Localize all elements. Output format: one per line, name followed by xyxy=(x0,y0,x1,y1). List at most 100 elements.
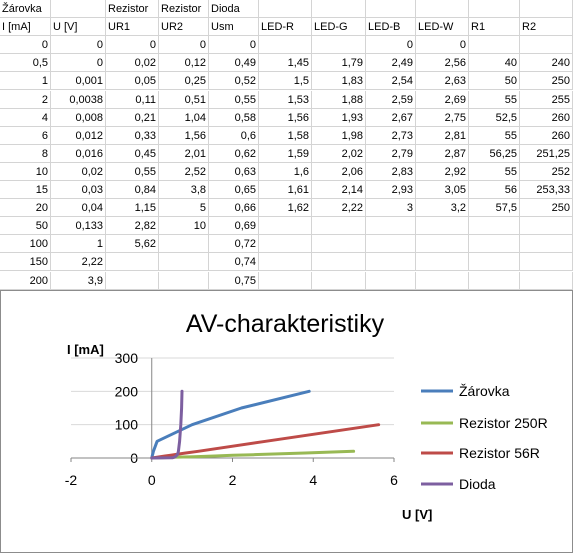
table-cell[interactable]: 250 xyxy=(520,72,573,91)
table-cell[interactable]: 1,98 xyxy=(312,126,366,145)
table-cell[interactable]: 150 xyxy=(0,253,51,272)
table-cell[interactable]: 2,22 xyxy=(51,253,106,272)
table-cell[interactable] xyxy=(159,235,209,254)
table-cell[interactable]: 5 xyxy=(159,199,209,218)
table-cell[interactable]: 0,12 xyxy=(159,54,209,73)
table-cell[interactable]: 0,33 xyxy=(106,126,159,145)
table-cell[interactable]: 2,56 xyxy=(416,54,469,73)
table-cell[interactable] xyxy=(312,36,366,55)
table-cell[interactable]: 0,55 xyxy=(209,90,259,109)
table-cell[interactable] xyxy=(259,36,312,55)
table-cell[interactable] xyxy=(159,253,209,272)
table-cell[interactable]: 0,72 xyxy=(209,235,259,254)
table-cell[interactable]: 0 xyxy=(106,36,159,55)
table-cell[interactable]: 252 xyxy=(520,162,573,181)
header-cell[interactable] xyxy=(520,0,573,19)
header-cell[interactable]: UR2 xyxy=(159,18,209,37)
table-cell[interactable]: 2,02 xyxy=(312,144,366,163)
table-cell[interactable] xyxy=(469,36,520,55)
table-cell[interactable]: 240 xyxy=(520,54,573,73)
table-cell[interactable]: 0,62 xyxy=(209,144,259,163)
table-cell[interactable] xyxy=(366,235,416,254)
table-cell[interactable] xyxy=(366,271,416,290)
table-cell[interactable]: 1,59 xyxy=(259,144,312,163)
table-cell[interactable] xyxy=(106,271,159,290)
table-cell[interactable]: 0,5 xyxy=(0,54,51,73)
table-cell[interactable]: 0,04 xyxy=(51,199,106,218)
table-cell[interactable]: 0,6 xyxy=(209,126,259,145)
table-cell[interactable]: 1,6 xyxy=(259,162,312,181)
table-cell[interactable]: 1,93 xyxy=(312,108,366,127)
table-cell[interactable]: 0,65 xyxy=(209,181,259,200)
table-cell[interactable]: 1,62 xyxy=(259,199,312,218)
table-cell[interactable]: 0,001 xyxy=(51,72,106,91)
table-cell[interactable] xyxy=(312,271,366,290)
table-cell[interactable] xyxy=(416,217,469,236)
table-cell[interactable] xyxy=(416,253,469,272)
header-cell[interactable]: Usm xyxy=(209,18,259,37)
table-cell[interactable]: 2,06 xyxy=(312,162,366,181)
table-cell[interactable]: 0,21 xyxy=(106,108,159,127)
table-cell[interactable]: 0,63 xyxy=(209,162,259,181)
table-cell[interactable]: 250 xyxy=(520,199,573,218)
table-cell[interactable] xyxy=(416,271,469,290)
table-cell[interactable] xyxy=(520,217,573,236)
table-cell[interactable] xyxy=(259,235,312,254)
table-cell[interactable] xyxy=(520,235,573,254)
table-cell[interactable]: 1,58 xyxy=(259,126,312,145)
header-cell[interactable]: LED-W xyxy=(416,18,469,37)
table-cell[interactable] xyxy=(469,253,520,272)
header-cell[interactable]: U [V] xyxy=(51,18,106,37)
table-cell[interactable]: 2,14 xyxy=(312,181,366,200)
table-cell[interactable]: 2,63 xyxy=(416,72,469,91)
table-cell[interactable]: 0 xyxy=(51,54,106,73)
table-cell[interactable]: 8 xyxy=(0,144,51,163)
table-cell[interactable]: 52,5 xyxy=(469,108,520,127)
table-cell[interactable]: 1,79 xyxy=(312,54,366,73)
table-cell[interactable]: 1,83 xyxy=(312,72,366,91)
table-cell[interactable]: 0,84 xyxy=(106,181,159,200)
table-cell[interactable]: 1,61 xyxy=(259,181,312,200)
header-cell[interactable]: Rezistor xyxy=(159,0,209,19)
table-cell[interactable] xyxy=(469,235,520,254)
table-cell[interactable]: 255 xyxy=(520,90,573,109)
table-cell[interactable]: 50 xyxy=(469,72,520,91)
header-cell[interactable]: LED-G xyxy=(312,18,366,37)
table-cell[interactable]: 1,53 xyxy=(259,90,312,109)
table-cell[interactable] xyxy=(259,271,312,290)
table-cell[interactable]: 1 xyxy=(51,235,106,254)
table-cell[interactable]: 10 xyxy=(159,217,209,236)
table-cell[interactable]: 0 xyxy=(51,36,106,55)
header-cell[interactable]: LED-R xyxy=(259,18,312,37)
table-cell[interactable]: 253,33 xyxy=(520,181,573,200)
table-cell[interactable]: 2,83 xyxy=(366,162,416,181)
table-cell[interactable]: 55 xyxy=(469,126,520,145)
table-cell[interactable]: 2,59 xyxy=(366,90,416,109)
table-cell[interactable]: 0 xyxy=(416,36,469,55)
header-cell[interactable] xyxy=(259,0,312,19)
av-chart[interactable]: 0 100 200 300 -2 0 2 4 6 AV-charakteristiky I [mA]… xyxy=(0,290,573,553)
table-cell[interactable]: 0,008 xyxy=(51,108,106,127)
table-cell[interactable]: 3,2 xyxy=(416,199,469,218)
table-cell[interactable]: 2,54 xyxy=(366,72,416,91)
table-cell[interactable] xyxy=(416,235,469,254)
header-cell[interactable] xyxy=(51,0,106,19)
header-cell[interactable]: R1 xyxy=(469,18,520,37)
table-cell[interactable] xyxy=(159,271,209,290)
header-cell[interactable]: Žárovka xyxy=(0,0,51,19)
table-cell[interactable]: 0,02 xyxy=(106,54,159,73)
table-cell[interactable]: 0,03 xyxy=(51,181,106,200)
table-cell[interactable]: 1,56 xyxy=(159,126,209,145)
table-cell[interactable]: 0 xyxy=(366,36,416,55)
table-cell[interactable]: 200 xyxy=(0,271,51,290)
table-cell[interactable]: 56,25 xyxy=(469,144,520,163)
table-cell[interactable]: 1,56 xyxy=(259,108,312,127)
table-cell[interactable] xyxy=(469,271,520,290)
header-cell[interactable] xyxy=(366,0,416,19)
table-cell[interactable] xyxy=(469,217,520,236)
table-cell[interactable]: 0,25 xyxy=(159,72,209,91)
table-cell[interactable]: 260 xyxy=(520,126,573,145)
table-cell[interactable] xyxy=(312,217,366,236)
header-cell[interactable] xyxy=(469,0,520,19)
table-cell[interactable]: 0,02 xyxy=(51,162,106,181)
